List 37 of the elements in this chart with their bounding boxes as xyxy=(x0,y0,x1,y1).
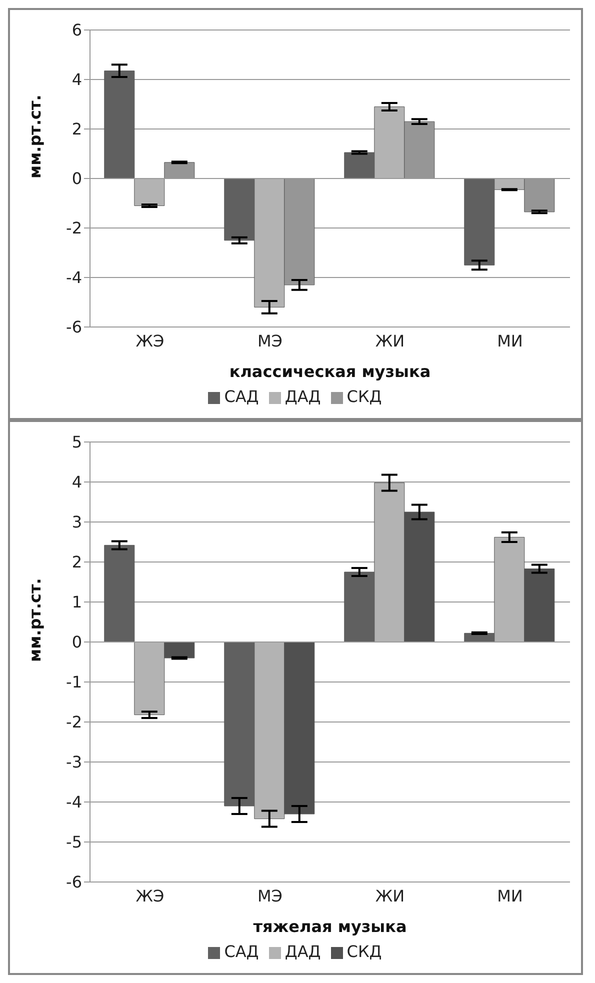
x-tick-label: МИ xyxy=(497,886,523,906)
y-tick-label: -6 xyxy=(66,318,82,337)
y-tick-label: 6 xyxy=(72,20,82,40)
y-tick-label: 4 xyxy=(72,472,82,492)
y-tick-label: 0 xyxy=(72,632,82,652)
legend-label: ДАД xyxy=(284,387,321,406)
y-tick-label: 4 xyxy=(72,70,82,90)
x-axis-title: тяжелая музыка xyxy=(253,917,407,936)
x-tick-label: МЭ xyxy=(258,331,282,350)
legend-label: ДАД xyxy=(284,942,321,961)
y-tick-label: 1 xyxy=(72,592,82,612)
y-tick-label: -4 xyxy=(66,792,82,812)
y-axis-title: мм.рт.ст. xyxy=(26,94,45,178)
x-tick-label: ЖИ xyxy=(375,331,405,350)
y-tick-label: 0 xyxy=(72,169,82,188)
x-tick-label: ЖЭ xyxy=(136,331,164,350)
x-tick-label: МИ xyxy=(497,331,523,350)
y-tick-label: -1 xyxy=(66,672,82,692)
y-tick-label: -5 xyxy=(66,832,82,852)
y-tick-label: 5 xyxy=(72,432,82,452)
legend-label: САД xyxy=(224,942,259,961)
legend-label: СКД xyxy=(346,942,382,961)
y-tick-label: -3 xyxy=(66,752,82,772)
y-tick-label: 2 xyxy=(72,552,82,572)
y-tick-label: 3 xyxy=(72,512,82,532)
x-tick-label: МЭ xyxy=(258,886,282,906)
x-tick-label: ЖЭ xyxy=(136,886,164,906)
y-tick-label: -2 xyxy=(66,712,82,732)
x-axis-title: классическая музыка xyxy=(229,362,431,381)
y-tick-label: -6 xyxy=(66,872,82,892)
y-tick-label: -2 xyxy=(66,218,82,238)
y-axis-title: мм.рт.ст. xyxy=(26,578,45,662)
x-tick-label: ЖИ xyxy=(375,886,405,906)
legend-label: САД xyxy=(224,387,259,406)
y-tick-label: 2 xyxy=(72,120,82,139)
legend-label: СКД xyxy=(346,387,382,406)
y-tick-label: -4 xyxy=(66,268,82,288)
